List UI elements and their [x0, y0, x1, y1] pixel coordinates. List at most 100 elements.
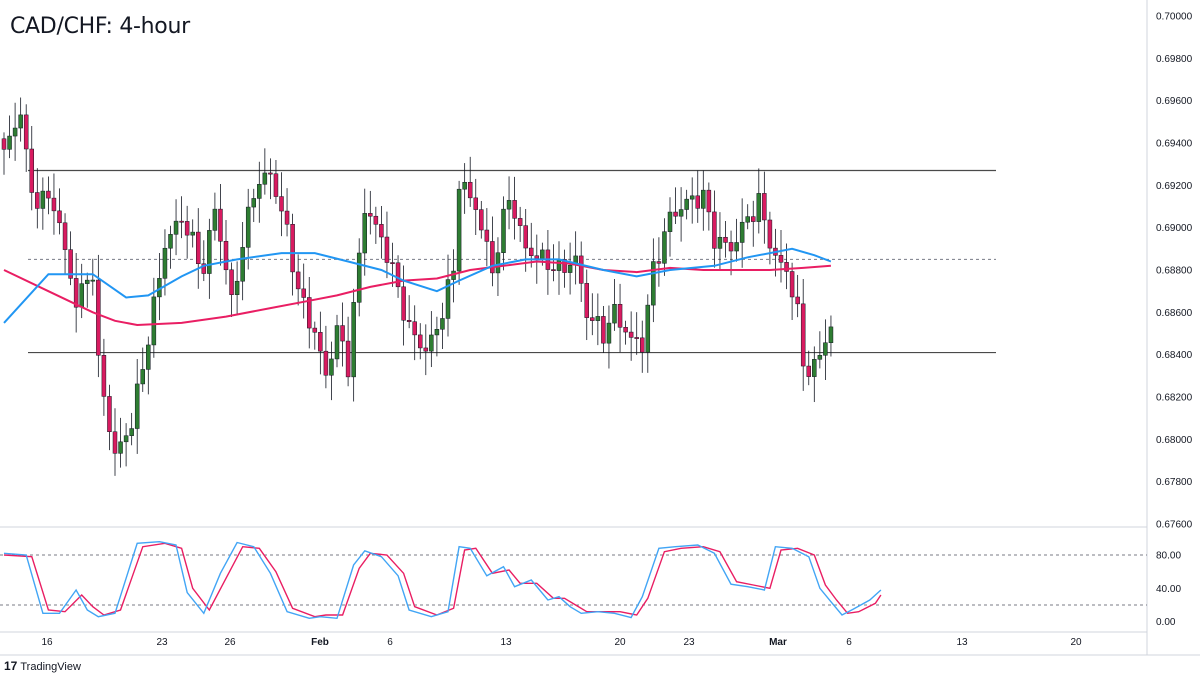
candle [728, 230, 734, 276]
bear-candle-body [640, 337, 645, 353]
candle [734, 218, 739, 262]
candle [245, 188, 251, 270]
candle [784, 243, 789, 290]
bear-candle-body [323, 350, 329, 376]
bull-candle-body [662, 231, 667, 264]
candle [251, 188, 256, 223]
bull-candle-body [812, 359, 817, 377]
candle [689, 177, 695, 224]
candle [268, 158, 273, 200]
candle [456, 180, 462, 285]
candle [240, 221, 245, 301]
candle [207, 218, 212, 299]
bull-candle-body [118, 441, 123, 454]
bear-candle-body [406, 320, 412, 322]
price-tick-label: 0.68200 [1156, 393, 1193, 404]
candle [190, 219, 195, 248]
bear-candle-body [467, 181, 473, 199]
time-tick-label: Mar [769, 637, 787, 648]
candle [123, 423, 129, 467]
candle [35, 168, 40, 229]
bull-candle-body [684, 198, 689, 210]
candle [612, 278, 617, 331]
bear-candle-body [578, 255, 584, 284]
bear-candle-body [196, 231, 201, 264]
candle [578, 241, 584, 302]
candle [279, 172, 284, 237]
price-tick-label: 0.69800 [1156, 54, 1193, 65]
bear-candle-body [762, 193, 767, 221]
moving-averages [3, 247, 832, 327]
candle [196, 208, 201, 289]
bear-candle-body [517, 218, 523, 226]
bear-candle-body [490, 241, 495, 274]
time-tick-label: 20 [1070, 637, 1082, 648]
candle [362, 188, 367, 276]
price-tick-label: 0.67800 [1156, 477, 1193, 488]
candle [628, 311, 634, 361]
candle [390, 242, 395, 287]
candle [712, 190, 717, 268]
stochastic-pane [0, 540, 1147, 620]
time-tick-label: 26 [224, 637, 236, 648]
candle [506, 176, 512, 230]
candle [656, 237, 662, 287]
bear-candle-body [384, 236, 390, 263]
bear-candle-body [706, 189, 712, 213]
price-tick-label: 0.68000 [1156, 435, 1193, 446]
bull-candle-body [429, 334, 434, 352]
price-tick-label: 0.69200 [1156, 181, 1193, 192]
bull-candle-body [556, 259, 562, 271]
bear-candle-body [390, 262, 395, 264]
bull-candle-body [823, 342, 828, 356]
candle [373, 206, 379, 244]
bear-candle-body [1, 138, 7, 150]
bull-candle-body [606, 322, 612, 344]
candle [823, 319, 828, 380]
tradingview-logo-text: TradingView [20, 661, 81, 673]
bull-candle-body [234, 280, 240, 295]
bull-candle-body [90, 279, 96, 282]
bear-candle-body [312, 327, 318, 333]
bear-candle-body [35, 192, 40, 209]
time-tick-label: 6 [846, 637, 852, 648]
bull-candle-body [356, 252, 362, 303]
candle [223, 220, 229, 285]
bear-candle-body [723, 236, 728, 243]
candle [479, 200, 484, 239]
bear-candle-body [290, 224, 295, 273]
candle [517, 206, 523, 242]
bear-candle-body [273, 173, 279, 197]
candle [739, 198, 745, 268]
candle [645, 294, 651, 373]
candle [601, 306, 606, 353]
candle [79, 263, 84, 319]
bull-candle-body [329, 358, 334, 376]
candle [756, 168, 762, 234]
bull-candle-body [162, 247, 168, 279]
bear-candle-body [401, 286, 406, 321]
bull-candle-body [756, 193, 762, 222]
bull-candle-body [207, 230, 212, 274]
candle [157, 252, 162, 321]
candle [307, 276, 312, 349]
time-tick-label: 6 [387, 637, 393, 648]
candle [762, 171, 767, 244]
price-tick-label: 0.67600 [1156, 520, 1193, 531]
bear-candle-body [529, 247, 534, 256]
candle [634, 312, 639, 355]
candle [817, 331, 823, 369]
candle [429, 311, 434, 368]
candle [606, 305, 612, 369]
candle [284, 188, 290, 237]
candle [340, 302, 345, 367]
bull-candle-body [79, 283, 84, 308]
candle [68, 231, 73, 286]
bull-candle-body [190, 231, 195, 236]
bull-candle-body [445, 279, 451, 319]
candle [512, 176, 517, 240]
bear-candle-body [68, 249, 73, 279]
tradingview-logo[interactable]: 17 TradingView [4, 659, 81, 673]
bull-candle-body [540, 249, 545, 259]
